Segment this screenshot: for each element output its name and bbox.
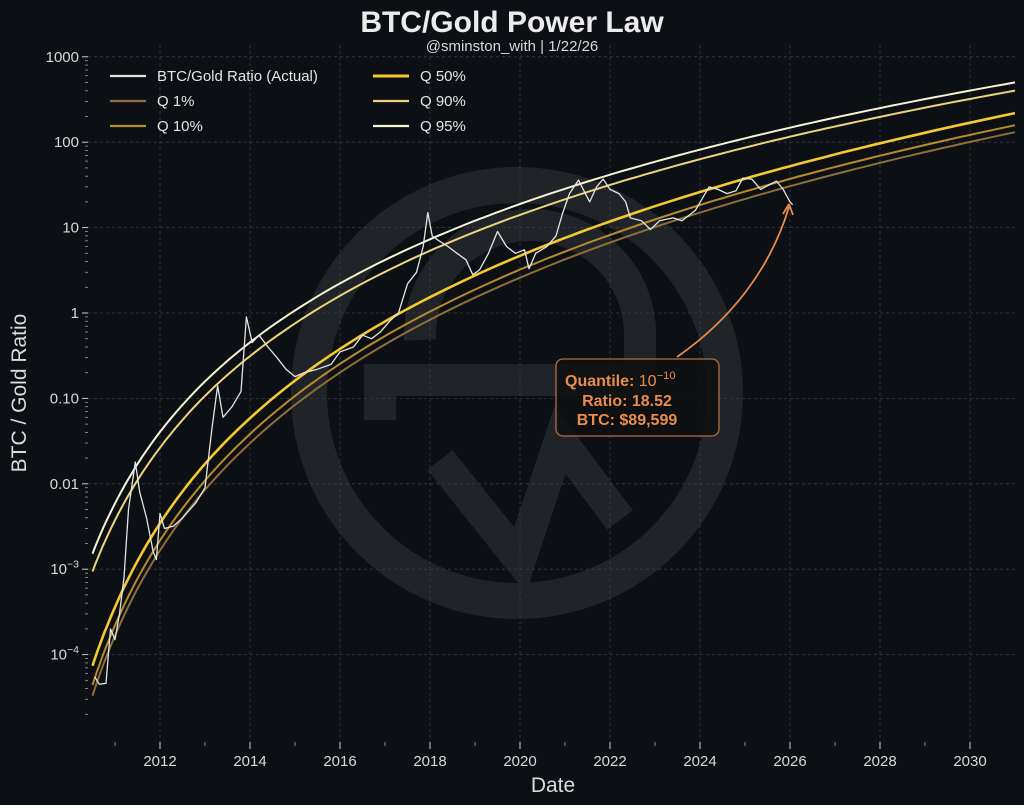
y-axis-label: BTC / Gold Ratio <box>8 314 31 473</box>
series-line-btc-gold-ratio-actual <box>94 177 794 685</box>
annotation: Quantile: 10−10 Ratio: 18.52 BTC: $89,59… <box>555 203 794 437</box>
x-tick-label: 2022 <box>593 753 626 770</box>
annotation-ratio: Ratio: 18.52 <box>582 393 672 410</box>
y-tick-label: 0.10 <box>50 390 79 407</box>
series-line-q-1 <box>91 131 1016 697</box>
x-tick-label: 2016 <box>323 753 356 770</box>
legend-label: Q 90% <box>420 93 466 110</box>
series-line-q-90 <box>91 89 1016 572</box>
series-group <box>91 81 1016 697</box>
series-line-q-95 <box>91 81 1016 555</box>
annotation-quantile: Quantile: 10−10 <box>565 370 676 390</box>
y-tick-label: 1000 <box>46 49 79 66</box>
x-tick-label: 2014 <box>233 753 266 770</box>
legend-label: Q 1% <box>157 93 195 110</box>
legend-label: BTC/Gold Ratio (Actual) <box>157 68 318 85</box>
x-tick-label: 2020 <box>503 753 536 770</box>
y-tick-label: 10−4 <box>50 644 79 664</box>
x-tick-label: 2026 <box>773 753 806 770</box>
axes: 1000 100 10 1 0.10 0.01 10−3 10−4 2012 2014 2016 20… <box>46 49 987 770</box>
annotation-btc: BTC: $89,599 <box>577 412 678 429</box>
y-tick-label: 10 <box>62 220 79 237</box>
x-tick-label: 2012 <box>143 753 176 770</box>
x-tick-label: 2030 <box>953 753 986 770</box>
arrow-head-icon <box>782 203 794 216</box>
legend-label: Q 50% <box>420 68 466 85</box>
watermark-logo <box>291 167 743 619</box>
x-tick-label: 2018 <box>413 753 446 770</box>
annotation-box <box>555 358 720 437</box>
y-tick-label: 10−3 <box>50 558 79 578</box>
series-line-q-50 <box>91 111 1016 667</box>
legend: BTC/Gold Ratio (Actual) Q 1% Q 10% Q 50% Q 9… <box>110 68 466 135</box>
y-tick-label: 1 <box>71 305 79 322</box>
legend-label: Q 10% <box>157 118 203 135</box>
chart-subtitle: @sminston_with | 1/22/26 <box>426 38 599 55</box>
chart-title: BTC/Gold Power Law <box>360 6 664 39</box>
x-axis-label: Date <box>531 774 575 797</box>
x-tick-label: 2028 <box>863 753 896 770</box>
x-tick-label: 2024 <box>683 753 716 770</box>
y-tick-label: 100 <box>54 134 79 151</box>
annotation-arrow <box>676 206 790 358</box>
series-line-q-10 <box>91 124 1016 686</box>
legend-label: Q 95% <box>420 118 466 135</box>
y-tick-label: 0.01 <box>50 476 79 493</box>
